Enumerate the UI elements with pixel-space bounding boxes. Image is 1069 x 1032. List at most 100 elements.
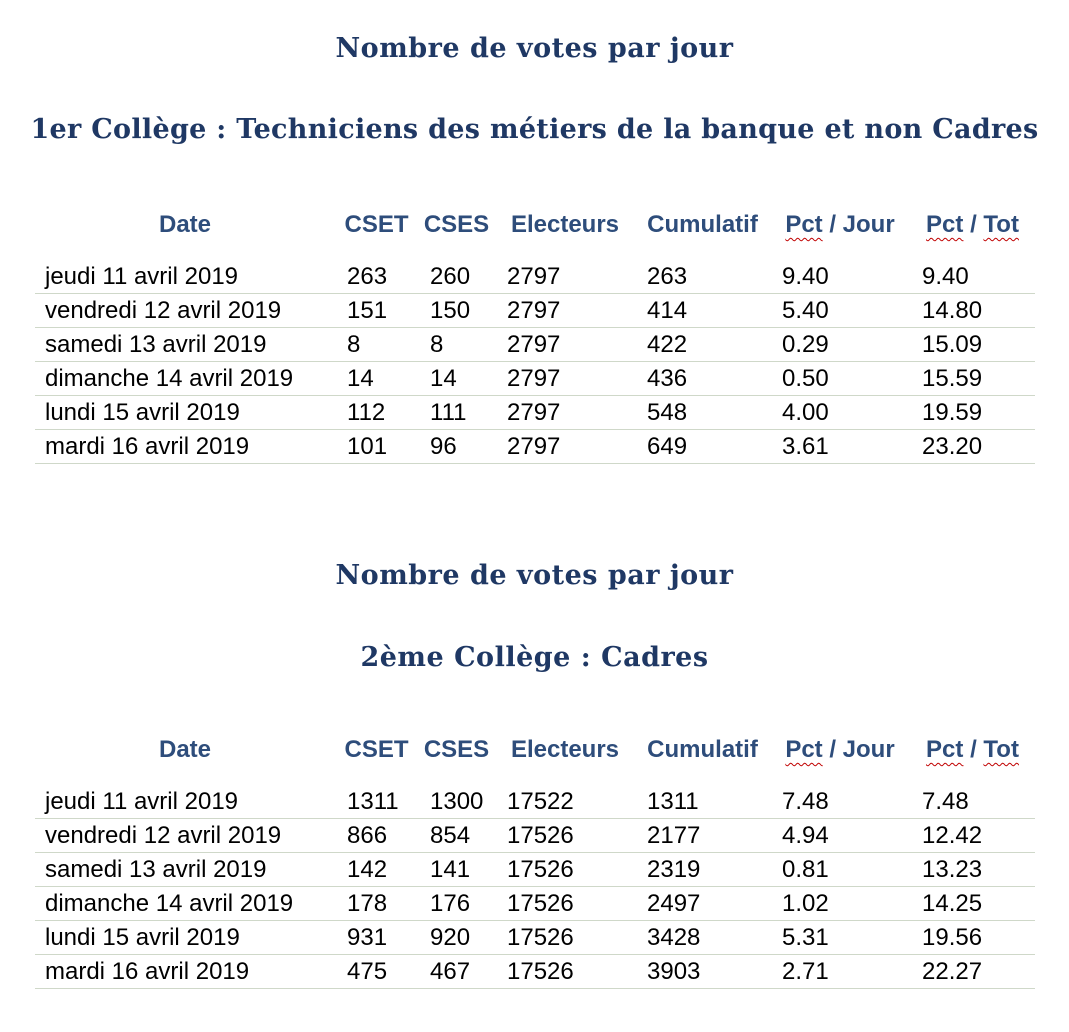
column-header-electeurs: Electeurs [510,736,620,763]
cell-electeurs: 2797 [495,429,635,464]
cell-pct-tot: 14.25 [910,886,1035,921]
cell-cumulatif: 436 [635,361,770,396]
separator-label: / [963,736,984,763]
cell-electeurs: 17526 [495,920,635,955]
jour-suffix-label: / Jour [822,736,895,763]
cell-pct-tot: 15.59 [910,361,1035,396]
column-header-pct-tot: Pct / Tot [910,735,1035,785]
section1-subtitle: 1er Collège : Techniciens des métiers de… [30,114,1039,145]
cell-cset: 101 [335,429,418,464]
table-row: samedi 13 avril 2019 142 141 17526 2319 0.81 1… [35,852,1035,887]
cell-cses: 150 [418,293,495,328]
cell-electeurs: 17526 [495,818,635,853]
cell-date: vendredi 12 avril 2019 [35,818,335,853]
cell-cumulatif: 422 [635,327,770,362]
cell-cumulatif: 2177 [635,818,770,853]
pct-label-misspelled: Pct [785,211,823,238]
cell-date: jeudi 11 avril 2019 [35,260,335,294]
cell-cumulatif: 548 [635,395,770,430]
table-row: dimanche 14 avril 2019 178 176 17526 2497 1.0… [35,886,1035,921]
cell-electeurs: 17526 [495,954,635,989]
cell-pct-jour: 7.48 [770,785,910,819]
cell-cses: 141 [418,852,495,887]
cell-electeurs: 2797 [495,361,635,396]
column-header-cumulatif: Cumulatif [647,211,758,238]
cell-date: samedi 13 avril 2019 [35,852,335,887]
table-row: vendredi 12 avril 2019 151 150 2797 414 5.40 1… [35,293,1035,328]
cell-pct-tot: 22.27 [910,954,1035,989]
cell-pct-tot: 9.40 [910,260,1035,294]
cell-cses: 467 [418,954,495,989]
tot-label-misspelled: Tot [983,211,1019,238]
cell-cset: 142 [335,852,418,887]
cell-cumulatif: 414 [635,293,770,328]
cell-pct-jour: 5.40 [770,293,910,328]
cell-pct-tot: 14.80 [910,293,1035,328]
cell-cses: 111 [418,395,495,430]
votes-table-college2: Date CSET CSES Electeurs Cumulatif Pct /… [35,735,1035,989]
cell-electeurs: 2797 [495,327,635,362]
table-row: mardi 16 avril 2019 475 467 17526 3903 2.71 22… [35,954,1035,989]
cell-date: samedi 13 avril 2019 [35,327,335,362]
cell-cset: 14 [335,361,418,396]
pct-label-misspelled: Pct [785,736,823,763]
table-body-college1: jeudi 11 avril 2019 263 260 2797 263 9.40 9.40… [35,260,1035,464]
cell-date: mardi 16 avril 2019 [35,429,335,464]
column-header-pct-tot: Pct / Tot [910,210,1035,260]
table-row: lundi 15 avril 2019 112 111 2797 548 4.00 19.5… [35,395,1035,430]
cell-cumulatif: 3903 [635,954,770,989]
cell-date: jeudi 11 avril 2019 [35,785,335,819]
cell-cset: 475 [335,954,418,989]
cell-cses: 854 [418,818,495,853]
table-row: jeudi 11 avril 2019 263 260 2797 263 9.40 9.40 [35,260,1035,294]
cell-cset: 866 [335,818,418,853]
cell-pct-jour: 2.71 [770,954,910,989]
cell-pct-jour: 4.94 [770,818,910,853]
table-header-row: Date CSET CSES Electeurs Cumulatif Pct /… [35,735,1035,785]
cell-pct-tot: 12.42 [910,818,1035,853]
cell-cumulatif: 263 [635,260,770,294]
column-header-pct-jour: Pct / Jour [770,210,910,260]
cell-pct-jour: 1.02 [770,886,910,921]
table-row: dimanche 14 avril 2019 14 14 2797 436 0.50 15.… [35,361,1035,396]
cell-pct-jour: 0.50 [770,361,910,396]
table-body-college2: jeudi 11 avril 2019 1311 1300 17522 1311 7.48… [35,785,1035,989]
separator-label: / [963,211,984,238]
column-header-date: Date [158,736,212,763]
column-header-cumulatif: Cumulatif [647,736,758,763]
table-row: vendredi 12 avril 2019 866 854 17526 2177 4.9… [35,818,1035,853]
cell-pct-tot: 19.59 [910,395,1035,430]
cell-cses: 1300 [418,785,495,819]
cell-cumulatif: 1311 [635,785,770,819]
cell-cses: 176 [418,886,495,921]
cell-pct-tot: 13.23 [910,852,1035,887]
cell-cses: 14 [418,361,495,396]
column-header-electeurs: Electeurs [510,211,620,238]
cell-cses: 96 [418,429,495,464]
cell-electeurs: 17522 [495,785,635,819]
table-row: jeudi 11 avril 2019 1311 1300 17522 1311 7.48… [35,785,1035,819]
cell-date: dimanche 14 avril 2019 [35,886,335,921]
cell-pct-jour: 0.29 [770,327,910,362]
tot-label-misspelled: Tot [983,736,1019,763]
cell-electeurs: 2797 [495,395,635,430]
cell-date: lundi 15 avril 2019 [35,395,335,430]
cell-pct-jour: 0.81 [770,852,910,887]
column-header-pct-jour: Pct / Jour [770,735,910,785]
cell-pct-tot: 15.09 [910,327,1035,362]
cell-date: vendredi 12 avril 2019 [35,293,335,328]
pct-label-misspelled: Pct [926,211,964,238]
cell-date: lundi 15 avril 2019 [35,920,335,955]
cell-electeurs: 2797 [495,260,635,294]
cell-cumulatif: 2319 [635,852,770,887]
cell-pct-jour: 3.61 [770,429,910,464]
cell-cset: 8 [335,327,418,362]
cell-cses: 920 [418,920,495,955]
table-row: samedi 13 avril 2019 8 8 2797 422 0.29 15.09 [35,327,1035,362]
cell-cset: 931 [335,920,418,955]
section2-subtitle: 2ème Collège : Cadres [360,642,709,673]
table-row: mardi 16 avril 2019 101 96 2797 649 3.61 23.20 [35,429,1035,464]
column-header-cset: CSET [344,736,409,763]
cell-cses: 260 [418,260,495,294]
section1-title: Nombre de votes par jour [335,33,734,64]
